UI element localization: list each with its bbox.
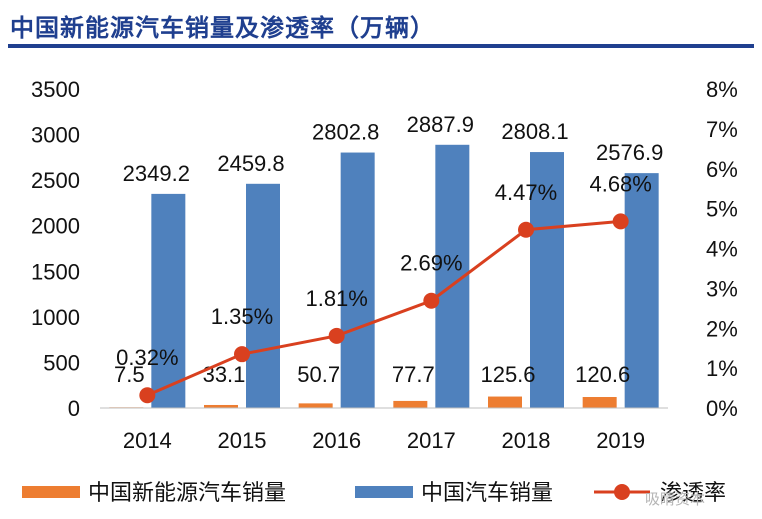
legend-label-nev: 中国新能源汽车销量 bbox=[88, 480, 286, 505]
bar-total-sales bbox=[151, 193, 186, 408]
x-tick-label: 2018 bbox=[502, 428, 551, 453]
y-right-tick-label: 5% bbox=[706, 197, 738, 222]
bar-total-sales bbox=[246, 183, 280, 408]
penetration-marker bbox=[139, 387, 156, 404]
y-right-tick-label: 7% bbox=[706, 117, 738, 142]
bar-nev-sales bbox=[488, 396, 522, 408]
y-right-tick-label: 0% bbox=[706, 396, 738, 421]
penetration-line bbox=[146, 219, 621, 397]
data-label-total-sales: 2576.9 bbox=[596, 140, 663, 165]
x-tick-label: 2016 bbox=[312, 428, 361, 453]
y-left-tick-label: 2000 bbox=[31, 214, 80, 239]
data-label-nev-sales: 33.1 bbox=[203, 362, 246, 387]
x-tick-label: 2017 bbox=[407, 428, 456, 453]
data-label-penetration: 2.69% bbox=[400, 251, 462, 276]
penetration-marker bbox=[612, 213, 629, 230]
watermark-text: 吸睛资本 bbox=[645, 490, 706, 508]
y-left-tick-label: 2500 bbox=[31, 168, 80, 193]
penetration-marker bbox=[328, 327, 345, 344]
x-tick-label: 2014 bbox=[123, 428, 172, 453]
data-label-nev-sales: 77.7 bbox=[392, 362, 435, 387]
data-label-penetration: 1.35% bbox=[211, 304, 273, 329]
y-left-tick-label: 3500 bbox=[31, 77, 80, 102]
legend-swatch-penetration-marker bbox=[614, 484, 630, 500]
legend-swatch-total bbox=[355, 486, 413, 498]
y-right-tick-label: 8% bbox=[706, 77, 738, 102]
data-label-total-sales: 2887.9 bbox=[407, 112, 474, 137]
data-label-penetration: 1.81% bbox=[305, 286, 367, 311]
legend-label-total: 中国汽车销量 bbox=[421, 480, 553, 505]
legend-label-penetration: 渗透率 bbox=[660, 480, 726, 505]
y-left-tick-label: 1500 bbox=[31, 259, 80, 284]
data-label-nev-sales: 50.7 bbox=[297, 362, 340, 387]
penetration-marker bbox=[518, 221, 534, 238]
x-tick-label: 2019 bbox=[596, 428, 645, 453]
penetration-marker bbox=[234, 346, 250, 363]
y-left-tick-label: 3000 bbox=[31, 123, 80, 148]
y-left-tick-label: 1000 bbox=[31, 305, 80, 330]
y-right-tick-label: 2% bbox=[706, 316, 738, 341]
y-right-tick-label: 1% bbox=[706, 356, 738, 381]
title-underline bbox=[8, 44, 754, 48]
bar-nev-sales bbox=[582, 397, 617, 408]
bar-total-sales bbox=[530, 152, 564, 408]
data-label-total-sales: 2459.8 bbox=[217, 151, 284, 176]
data-label-penetration: 0.32% bbox=[116, 345, 178, 370]
data-label-penetration: 4.47% bbox=[495, 180, 557, 205]
bar-nev-sales bbox=[393, 400, 428, 408]
y-right-tick-label: 3% bbox=[706, 276, 738, 301]
data-label-nev-sales: 7.5 bbox=[114, 362, 145, 387]
data-label-nev-sales: 125.6 bbox=[480, 362, 535, 387]
bar-nev-sales bbox=[204, 404, 238, 408]
data-label-total-sales: 2808.1 bbox=[501, 119, 568, 144]
bar-nev-sales bbox=[298, 403, 333, 408]
bar-total-sales bbox=[340, 152, 375, 408]
legend-swatch-nev bbox=[22, 486, 80, 498]
y-left-tick-label: 500 bbox=[43, 350, 80, 375]
penetration-marker bbox=[423, 292, 440, 309]
bar-total-sales bbox=[624, 173, 659, 408]
x-tick-label: 2015 bbox=[218, 428, 267, 453]
y-right-tick-label: 6% bbox=[706, 157, 738, 182]
data-label-total-sales: 2802.8 bbox=[312, 120, 379, 145]
data-label-nev-sales: 120.6 bbox=[575, 362, 630, 387]
chart-title: 中国新能源汽车销量及渗透率（万辆） bbox=[10, 13, 435, 42]
y-right-tick-label: 4% bbox=[706, 237, 738, 262]
data-label-total-sales: 2349.2 bbox=[123, 161, 190, 186]
data-label-penetration: 4.68% bbox=[589, 171, 651, 196]
y-left-tick-label: 0 bbox=[68, 396, 80, 421]
